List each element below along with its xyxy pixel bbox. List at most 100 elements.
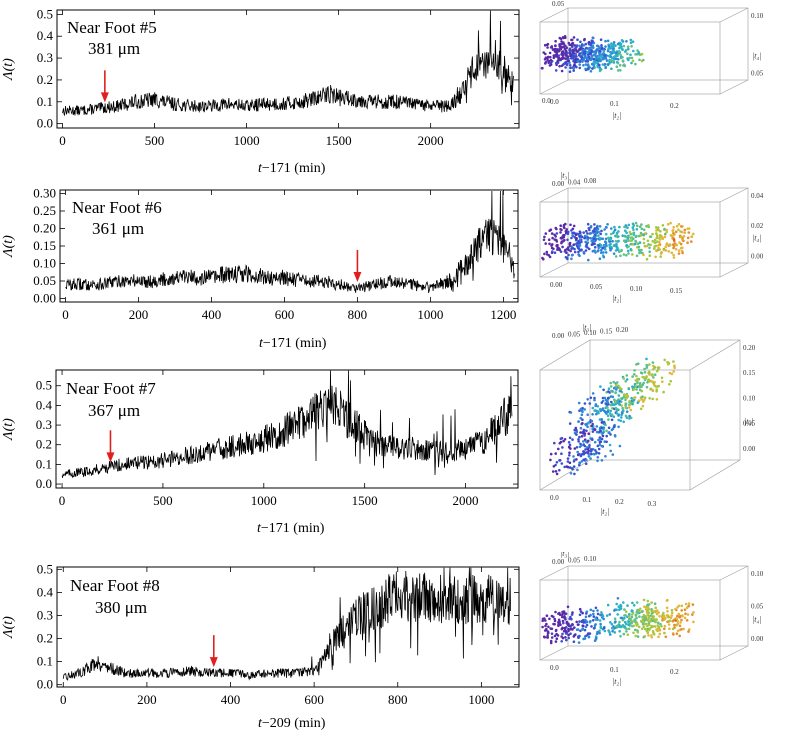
scatter-point: [628, 406, 631, 409]
box-edge: [719, 7, 749, 23]
scatter-point: [600, 44, 603, 47]
scatter-point: [599, 626, 603, 630]
scatter-point: [624, 235, 628, 238]
scatter-point: [564, 631, 568, 635]
scatter-point: [666, 610, 669, 613]
scatter-point: [587, 55, 591, 59]
scatter-point: [605, 614, 609, 617]
right-tick-label: 0.10: [751, 12, 764, 20]
scatter-point: [634, 613, 638, 617]
scatter-point: [574, 426, 578, 430]
right-tick-label: 0.05: [751, 70, 764, 78]
scatter-point: [654, 385, 657, 388]
right-tick-label: 0.00: [743, 445, 756, 453]
scatter-point: [586, 413, 589, 416]
scatter-point: [554, 629, 558, 633]
scatter-point: [614, 406, 618, 410]
scatter-point: [613, 617, 617, 620]
scatter-point: [572, 243, 576, 246]
scatter-point: [549, 641, 553, 645]
scatter-point: [642, 400, 645, 403]
scatter-point: [627, 239, 630, 242]
scatter-point: [591, 36, 595, 39]
scatter-point: [627, 387, 631, 391]
scatter-point: [587, 40, 591, 44]
scatter-point: [658, 241, 661, 244]
scatter-point: [615, 388, 618, 391]
scatter-point: [655, 370, 659, 373]
scatter-point: [641, 395, 644, 398]
scatter-point: [634, 634, 637, 638]
x-tick-label: 600: [304, 692, 324, 707]
box-edge: [689, 459, 741, 491]
scatter-point: [598, 407, 602, 411]
scatter-point: [622, 64, 625, 67]
scatter-point: [646, 624, 649, 628]
scatter-point: [655, 398, 659, 401]
scatter-point: [591, 619, 595, 622]
scatter-point: [619, 603, 622, 607]
scatter-point: [595, 632, 599, 636]
scatter-point: [562, 621, 565, 625]
scatter-point: [663, 624, 667, 628]
scatter-point: [682, 627, 685, 631]
scatter-point: [589, 457, 592, 460]
scatter-point: [595, 231, 598, 235]
scatter-point: [606, 603, 610, 607]
bottom-tick-label: 0.1: [610, 666, 619, 674]
scatter-point: [561, 632, 564, 636]
scatter-point: [587, 635, 591, 639]
scatter-point: [576, 241, 580, 244]
scatter-point: [593, 237, 596, 241]
scatter-point: [649, 243, 652, 247]
scatter-point: [631, 222, 635, 226]
scatter-point: [606, 49, 610, 53]
scatter-point: [594, 637, 598, 641]
scatter-point: [598, 443, 601, 447]
scatter-point: [624, 380, 627, 383]
scatter-point: [578, 66, 582, 70]
scatter-point: [619, 69, 622, 72]
scatter-point: [642, 237, 646, 241]
scatter-point: [561, 446, 564, 449]
scatter-point: [586, 439, 590, 443]
scatter-point: [570, 38, 573, 42]
scatter-point: [560, 40, 563, 43]
scatter-point: [568, 241, 572, 245]
x-tick-label: 1500: [326, 133, 352, 148]
scatter-point: [654, 606, 657, 610]
scatter-point: [651, 615, 654, 618]
scatter-point: [584, 240, 587, 244]
scatter-point: [573, 626, 576, 629]
scatter-point: [648, 254, 652, 257]
scatter-point: [607, 426, 611, 430]
scatter-point: [636, 224, 639, 228]
axis-label-t4: |t₄|: [744, 417, 753, 426]
scatter-point: [593, 396, 596, 400]
scatter-point: [555, 461, 559, 464]
scatter-point: [571, 623, 574, 627]
scatter-point: [589, 237, 592, 240]
scatter-point: [648, 246, 651, 250]
x-tick-label: 0: [59, 133, 66, 148]
scatter-point: [550, 45, 554, 48]
scatter-3d-foot5: 0.050.100.050.00.00.10.2|t₃||t₄||t₂|: [539, 0, 764, 120]
scatter-point: [562, 225, 566, 228]
scatter-point: [591, 67, 594, 70]
scatter-point: [621, 618, 625, 622]
scatter-point: [676, 622, 679, 626]
scatter-point: [553, 251, 557, 254]
scatter-point: [647, 634, 650, 637]
scatter-point: [572, 635, 576, 638]
box-edge: [539, 645, 569, 661]
scatter-point: [599, 237, 602, 240]
scatter-point: [598, 631, 601, 635]
scatter-point: [633, 369, 636, 372]
scatter-point: [558, 468, 561, 472]
scatter-point: [579, 454, 583, 458]
scatter-point: [587, 258, 590, 262]
scatter-point: [547, 61, 550, 65]
scatter-point: [621, 406, 624, 410]
scatter-point: [651, 232, 654, 236]
scatter-point: [541, 617, 545, 621]
